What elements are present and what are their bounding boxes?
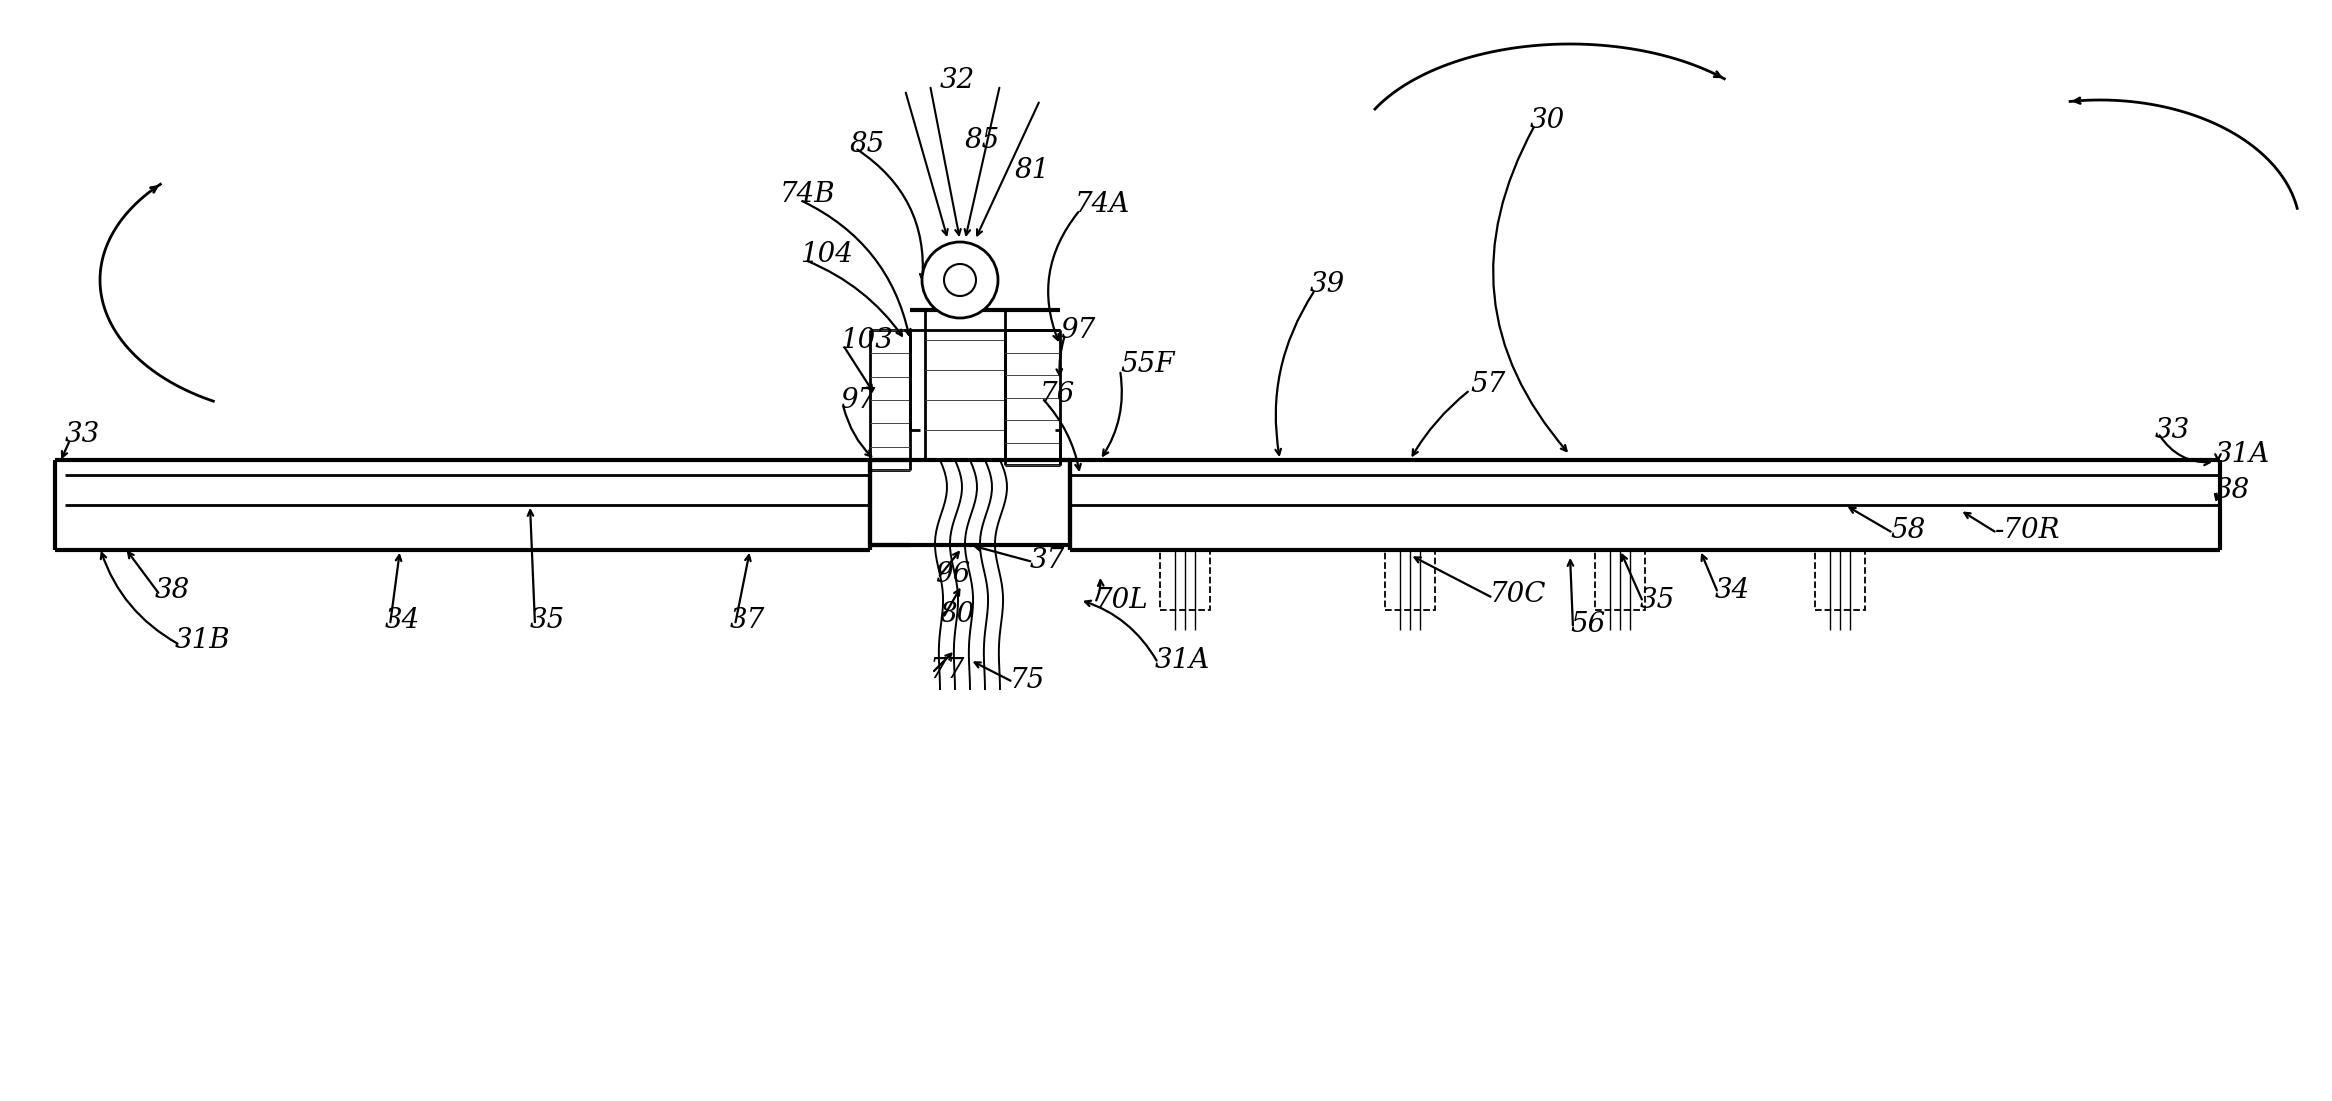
Text: 55F: 55F — [1119, 351, 1175, 379]
Text: 77: 77 — [930, 656, 965, 684]
Text: 30: 30 — [1530, 107, 1565, 133]
Text: 74A: 74A — [1075, 192, 1131, 218]
Text: 103: 103 — [840, 327, 893, 353]
Text: 37: 37 — [730, 607, 765, 633]
Text: 37: 37 — [1031, 546, 1066, 574]
Text: 31A: 31A — [2215, 442, 2271, 469]
Text: 31A: 31A — [1154, 646, 1210, 674]
Text: 38: 38 — [2215, 477, 2250, 503]
Bar — [1595, 550, 1644, 610]
Text: 80: 80 — [940, 601, 975, 629]
Text: 34: 34 — [1714, 577, 1751, 603]
Text: 38: 38 — [154, 577, 191, 603]
Text: 32: 32 — [940, 66, 975, 94]
Text: -70R: -70R — [1994, 516, 2061, 544]
Text: 75: 75 — [1010, 666, 1045, 694]
Bar — [1814, 550, 1866, 610]
Circle shape — [921, 242, 998, 318]
Text: 33: 33 — [2155, 416, 2190, 444]
Text: 97: 97 — [840, 386, 874, 414]
Text: 96: 96 — [935, 562, 970, 589]
Text: 35: 35 — [1639, 587, 1674, 613]
Text: 81: 81 — [1014, 156, 1049, 184]
Bar — [1159, 550, 1210, 610]
Text: 97: 97 — [1061, 316, 1096, 344]
Text: 39: 39 — [1311, 272, 1346, 298]
Text: 85: 85 — [965, 127, 1000, 153]
Text: 58: 58 — [1889, 516, 1926, 544]
Text: 57: 57 — [1469, 371, 1504, 399]
Text: 76: 76 — [1040, 382, 1075, 408]
Text: 70C: 70C — [1490, 581, 1546, 609]
Text: 56: 56 — [1569, 611, 1604, 639]
Text: 33: 33 — [65, 422, 100, 448]
Text: 104: 104 — [800, 241, 854, 269]
Bar — [1385, 550, 1434, 610]
Text: 70L: 70L — [1096, 587, 1150, 613]
Text: 31B: 31B — [175, 626, 231, 654]
Text: 35: 35 — [529, 607, 564, 633]
Text: 85: 85 — [849, 131, 886, 159]
Text: 74B: 74B — [779, 182, 835, 208]
Text: 34: 34 — [385, 607, 420, 633]
